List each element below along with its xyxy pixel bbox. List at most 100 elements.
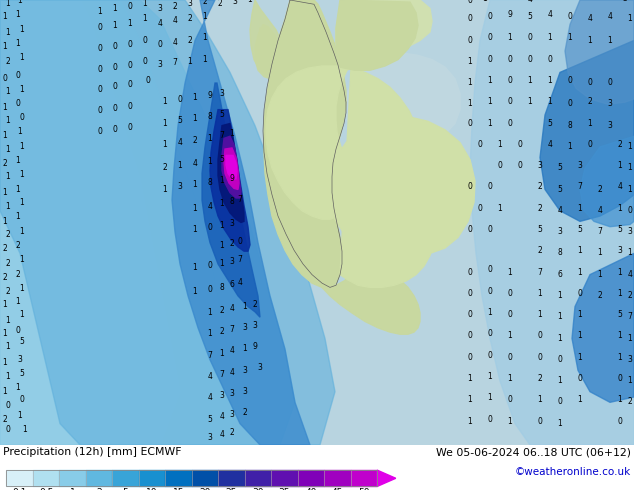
Text: 1: 1 [488,98,493,106]
Text: 0: 0 [488,287,493,296]
Text: 1: 1 [488,76,493,85]
Text: 1: 1 [588,119,592,127]
Text: 0: 0 [488,55,493,64]
Bar [60,470,86,487]
Text: 1: 1 [618,289,623,298]
Text: 1: 1 [193,93,197,102]
Text: 0: 0 [557,397,562,407]
Text: 1: 1 [207,308,212,317]
Text: 1: 1 [20,198,24,207]
Text: 1: 1 [20,255,24,264]
Text: 4: 4 [548,140,552,149]
Text: 1: 1 [508,268,512,277]
Text: 1: 1 [193,287,197,296]
Text: 9: 9 [252,342,257,351]
Text: 1: 1 [219,241,224,250]
Polygon shape [250,0,285,78]
Polygon shape [266,66,436,288]
Text: 1: 1 [578,268,583,277]
Text: 1: 1 [3,12,8,21]
Text: 0: 0 [467,225,472,234]
Text: 0: 0 [488,12,493,21]
Text: 1: 1 [6,172,10,181]
Text: 3: 3 [158,60,162,69]
Text: 1: 1 [20,284,24,293]
Text: 0: 0 [113,104,117,113]
Text: 1: 1 [538,310,542,319]
Text: 4: 4 [178,138,183,147]
Text: 7: 7 [207,351,212,360]
Text: 1: 1 [163,140,167,149]
Text: 5: 5 [548,119,552,127]
Text: 1: 1 [508,33,512,43]
Text: 1: 1 [618,395,623,404]
Text: 30: 30 [252,488,264,490]
Text: 1: 1 [16,39,20,48]
Text: 6: 6 [557,270,562,279]
Text: 2: 2 [219,306,224,315]
Text: 4: 4 [193,159,197,168]
Text: 1: 1 [488,119,493,127]
Text: 3: 3 [188,0,193,8]
Text: 0: 0 [113,42,117,51]
Text: 1: 1 [18,127,22,136]
Text: 1: 1 [558,419,562,428]
Text: 1: 1 [163,119,167,127]
Text: 1: 1 [567,33,573,43]
Text: 0: 0 [467,119,472,127]
Text: 3: 3 [219,89,224,98]
Text: 0: 0 [628,206,633,215]
Text: 3: 3 [178,182,183,192]
Text: 5: 5 [20,369,25,378]
Text: 4: 4 [628,270,633,279]
Text: 0: 0 [517,161,522,170]
Polygon shape [565,0,634,104]
Text: 4: 4 [238,278,242,287]
Text: 2: 2 [538,182,542,192]
Text: 1: 1 [3,131,8,140]
Text: 1: 1 [3,387,8,396]
Text: 2: 2 [513,0,517,2]
Text: 0: 0 [508,289,512,298]
Polygon shape [172,0,310,445]
Text: 2: 2 [538,204,542,213]
Text: 1: 1 [607,36,612,45]
Text: 1: 1 [243,302,247,311]
Text: 1: 1 [113,3,117,13]
Text: 1: 1 [6,316,10,324]
Text: 5: 5 [178,117,183,125]
Text: 8: 8 [230,197,235,206]
Text: 2: 2 [193,136,197,145]
Text: 1: 1 [219,176,224,185]
Text: 1: 1 [628,376,632,385]
Text: 0: 0 [607,78,612,87]
Text: 1: 1 [508,374,512,383]
Text: 3: 3 [578,161,583,170]
Text: 1: 1 [16,212,20,221]
Text: 2: 2 [6,259,10,268]
Text: 7: 7 [172,58,178,67]
Bar [139,470,165,487]
Text: 0: 0 [477,140,482,149]
Text: 2: 2 [628,291,632,300]
Text: 0: 0 [488,415,493,423]
Polygon shape [226,155,237,179]
Text: 0: 0 [527,33,533,43]
Text: 3: 3 [628,227,633,236]
Text: 1: 1 [193,225,197,234]
Text: 1: 1 [3,188,8,197]
Text: 0: 0 [127,40,133,49]
Text: 1: 1 [548,33,552,43]
Text: 8: 8 [567,121,573,130]
Text: 1: 1 [468,395,472,404]
Text: 5: 5 [219,110,224,119]
Text: 2: 2 [188,14,192,24]
Text: 0: 0 [467,36,472,45]
Text: 5: 5 [207,415,212,423]
Text: 1: 1 [508,416,512,426]
Text: 1: 1 [230,129,235,138]
Text: 0: 0 [557,355,562,364]
Polygon shape [255,24,282,79]
Text: 4: 4 [219,431,224,440]
Text: 3: 3 [230,389,235,398]
